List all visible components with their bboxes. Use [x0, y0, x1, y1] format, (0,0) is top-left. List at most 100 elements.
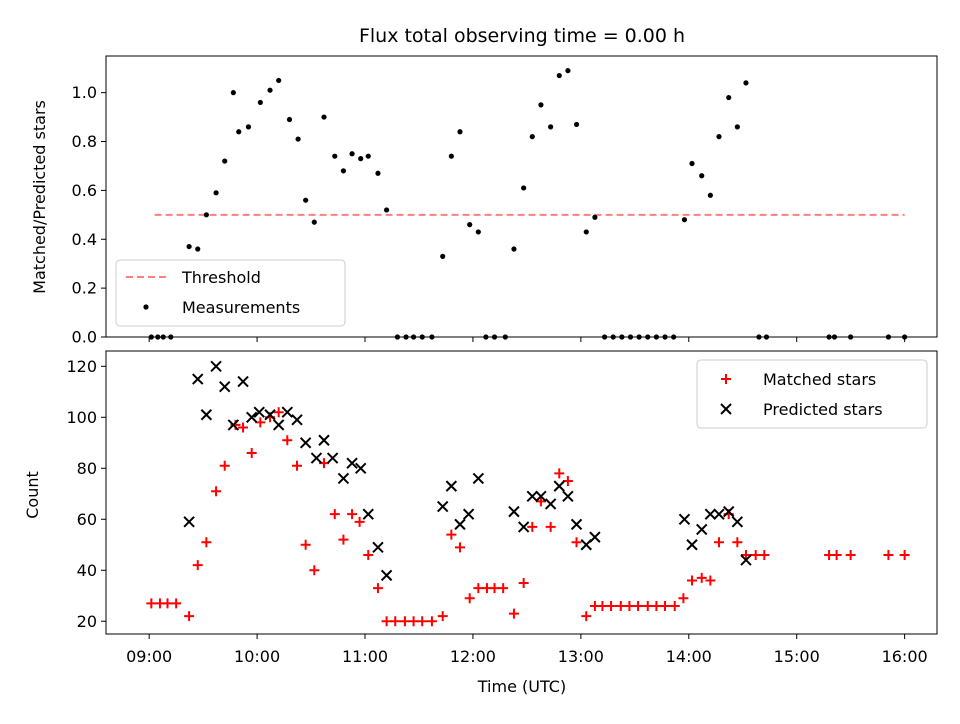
matched-stars-point: [651, 600, 662, 611]
predicted-stars-point: [245, 411, 258, 423]
bottom-y-tick-label: 20: [77, 612, 97, 631]
predicted-stars-point: [299, 437, 312, 449]
measurement-point: [195, 246, 201, 252]
matched-stars-point: [184, 611, 195, 622]
measurement-point: [592, 214, 598, 220]
legend-measurements-label: Measurements: [182, 298, 300, 317]
predicted-stars-point: [740, 554, 752, 566]
predicted-stars-point: [183, 516, 195, 528]
measurement-point: [681, 217, 688, 223]
measurement-point: [707, 192, 713, 198]
predicted-stars-point: [362, 508, 374, 520]
bottom-y-tick-label: 120: [66, 357, 97, 376]
measurement-point: [276, 77, 282, 84]
matched-stars-point: [624, 600, 635, 611]
matched-stars-point: [713, 537, 724, 548]
matched-stars-point: [831, 549, 842, 560]
measurement-point: [383, 207, 390, 213]
matched-stars-point: [473, 583, 484, 594]
measurement-point: [303, 197, 309, 203]
measurement-point: [734, 124, 740, 130]
matched-stars-point: [554, 468, 565, 479]
matched-stars-point: [562, 476, 573, 487]
predicted-stars-point: [562, 490, 574, 503]
measurement-point: [475, 229, 481, 235]
matched-stars-point: [329, 509, 340, 520]
legend-matched-label: Matched stars: [763, 370, 876, 389]
top-y-axis-label: Matched/Predicted stars: [30, 100, 49, 294]
predicted-stars-point: [445, 480, 458, 492]
matched-stars-point: [219, 460, 230, 471]
measurement-point: [203, 212, 209, 218]
top-y-tick-label: 0.4: [72, 230, 97, 249]
matched-stars-point: [273, 407, 284, 418]
bottom-x-tick-label: 10:00: [234, 647, 280, 666]
matched-stars-point: [489, 583, 500, 594]
bottom-x-tick-label: 14:00: [666, 647, 712, 666]
measurement-point: [467, 222, 473, 228]
matched-stars-point: [354, 516, 365, 527]
predicted-stars-point: [281, 406, 294, 418]
matched-stars-point: [845, 549, 856, 560]
matched-stars-point: [581, 611, 592, 622]
matched-stars-point: [282, 435, 293, 446]
matched-stars-point: [642, 600, 653, 611]
predicted-stars-point: [589, 531, 601, 543]
measurement-point: [556, 72, 562, 79]
predicted-stars-point: [723, 505, 735, 518]
bottom-x-tick-label: 11:00: [342, 647, 388, 666]
matched-stars-point: [678, 593, 689, 604]
matched-stars-point: [338, 534, 349, 545]
measurement-point: [321, 114, 327, 120]
measurement-point: [311, 219, 317, 225]
measurement-point: [295, 136, 301, 142]
measurement-point: [583, 229, 589, 235]
predicted-stars-point: [508, 505, 520, 518]
predicted-stars-point: [272, 419, 285, 431]
predicted-stars-point: [731, 516, 744, 528]
matched-stars-point: [417, 616, 428, 627]
measurement-point: [529, 134, 535, 140]
measurement-point: [349, 151, 355, 157]
measurement-point: [743, 80, 749, 86]
top-legend: Threshold Measurements: [115, 259, 346, 327]
bottom-axes-frame: [105, 350, 938, 635]
measurement-point: [716, 134, 722, 140]
matched-stars-point: [372, 583, 383, 594]
predicted-stars-point: [535, 490, 547, 503]
predicted-stars-point: [686, 539, 698, 551]
matched-stars-point: [464, 593, 475, 604]
predicted-stars-point: [227, 419, 240, 431]
top-y-tick-label: 0.8: [72, 132, 97, 151]
matched-stars-point: [660, 600, 671, 611]
legend-matched-swatch: [721, 374, 731, 384]
matched-stars-point: [399, 616, 410, 627]
measurement-point: [358, 156, 364, 162]
bottom-panel: 20 40 60 80 100 120 09:00 10:00 11:00 12:00 13:00 1…: [66, 350, 938, 666]
bottom-x-tick-label: 15:00: [774, 647, 820, 666]
matched-stars-point: [201, 537, 212, 548]
measurement-point: [267, 87, 273, 93]
measurement-point: [213, 190, 219, 196]
measurement-point: [230, 90, 236, 96]
predicted-stars-point: [219, 380, 231, 393]
matched-stars-point: [759, 549, 770, 560]
matched-stars-point: [687, 575, 698, 586]
matched-stars-point: [527, 521, 538, 532]
predicted-stars-point: [237, 375, 249, 388]
matched-stars-point: [535, 496, 546, 507]
matched-stars-point: [740, 549, 751, 560]
predicted-stars-point: [553, 480, 565, 492]
matched-stars-point: [454, 542, 465, 553]
bottom-x-tick-label: 12:00: [450, 647, 496, 666]
bottom-y-axis-label: Count: [23, 471, 42, 519]
matched-stars-point: [899, 549, 910, 560]
matched-stars-point: [255, 417, 266, 428]
measurement-point: [340, 168, 347, 174]
bottom-x-tick-label: 13:00: [558, 647, 604, 666]
matched-stars-point: [705, 575, 716, 586]
predicted-stars-point: [696, 523, 708, 536]
matched-stars-point: [508, 608, 519, 619]
predicted-stars-point: [372, 541, 384, 554]
predicted-stars-point: [678, 513, 691, 525]
